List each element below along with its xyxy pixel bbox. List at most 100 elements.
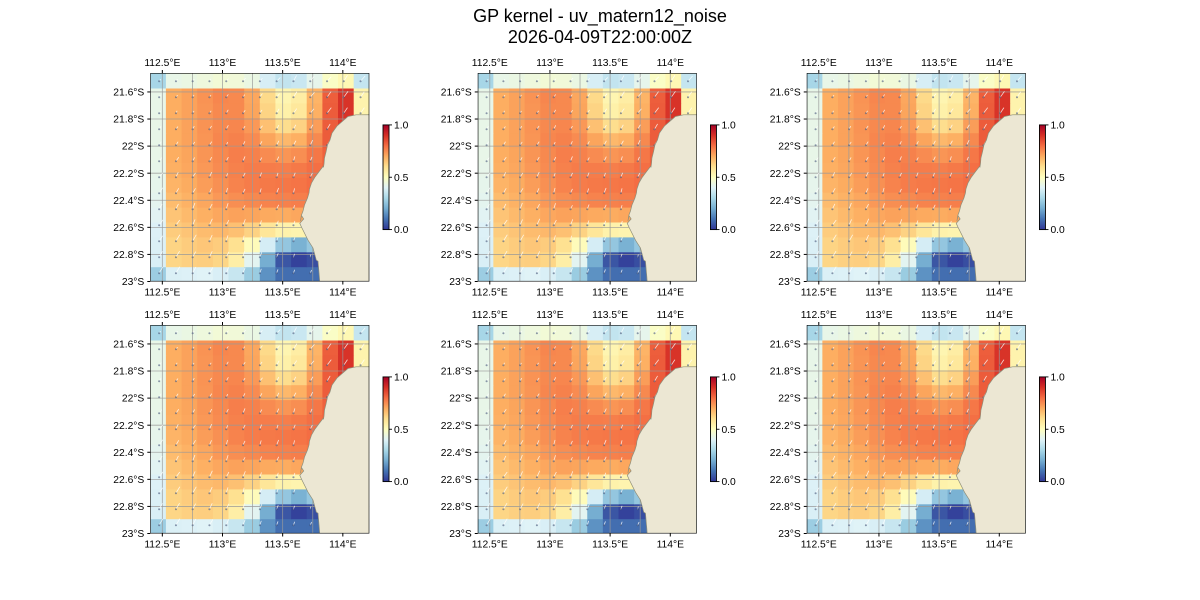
svg-text:114°E: 114°E — [986, 288, 1014, 299]
svg-text:22.2°S: 22.2°S — [113, 169, 144, 180]
svg-text:114°E: 114°E — [657, 58, 685, 69]
svg-text:21.6°S: 21.6°S — [770, 88, 801, 99]
svg-text:0.5: 0.5 — [394, 425, 409, 436]
svg-text:113.5°E: 113.5°E — [265, 58, 301, 69]
svg-text:113.5°E: 113.5°E — [265, 288, 301, 299]
svg-text:114°E: 114°E — [657, 540, 685, 551]
svg-text:22°S: 22°S — [449, 394, 472, 405]
svg-text:113°E: 113°E — [209, 310, 237, 321]
svg-text:113°E: 113°E — [865, 58, 893, 69]
svg-text:112.5°E: 112.5°E — [144, 540, 180, 551]
svg-text:22.4°S: 22.4°S — [441, 448, 472, 459]
svg-text:112.5°E: 112.5°E — [801, 58, 837, 69]
svg-text:23°S: 23°S — [449, 277, 472, 288]
svg-text:22.6°S: 22.6°S — [113, 223, 144, 234]
svg-text:23°S: 23°S — [122, 529, 145, 540]
svg-text:0.5: 0.5 — [1050, 425, 1065, 436]
svg-text:112.5°E: 112.5°E — [144, 310, 180, 321]
svg-text:21.6°S: 21.6°S — [441, 340, 472, 351]
svg-text:21.6°S: 21.6°S — [441, 88, 472, 99]
svg-text:22.6°S: 22.6°S — [441, 475, 472, 486]
svg-text:112.5°E: 112.5°E — [472, 540, 508, 551]
svg-text:1.0: 1.0 — [394, 373, 409, 384]
svg-text:21.6°S: 21.6°S — [113, 88, 144, 99]
svg-text:21.8°S: 21.8°S — [441, 367, 472, 378]
svg-text:0.0: 0.0 — [394, 477, 409, 488]
svg-text:22.4°S: 22.4°S — [113, 196, 144, 207]
svg-text:113.5°E: 113.5°E — [921, 58, 957, 69]
svg-text:112.5°E: 112.5°E — [144, 58, 180, 69]
svg-text:112.5°E: 112.5°E — [801, 288, 837, 299]
svg-text:114°E: 114°E — [986, 540, 1014, 551]
svg-text:112.5°E: 112.5°E — [472, 288, 508, 299]
svg-text:22.6°S: 22.6°S — [441, 223, 472, 234]
svg-text:22°S: 22°S — [778, 142, 801, 153]
svg-text:113.5°E: 113.5°E — [921, 310, 957, 321]
svg-text:22°S: 22°S — [449, 142, 472, 153]
svg-text:22.8°S: 22.8°S — [770, 502, 801, 513]
svg-text:113.5°E: 113.5°E — [921, 540, 957, 551]
svg-text:21.8°S: 21.8°S — [770, 115, 801, 126]
svg-text:113.5°E: 113.5°E — [592, 540, 628, 551]
svg-text:112.5°E: 112.5°E — [801, 540, 837, 551]
svg-text:22.8°S: 22.8°S — [441, 250, 472, 261]
svg-text:1.0: 1.0 — [1050, 121, 1065, 132]
svg-text:22°S: 22°S — [122, 142, 145, 153]
svg-text:0.0: 0.0 — [721, 225, 736, 236]
svg-text:21.6°S: 21.6°S — [113, 340, 144, 351]
svg-text:113.5°E: 113.5°E — [265, 310, 301, 321]
svg-text:22.8°S: 22.8°S — [441, 502, 472, 513]
svg-text:GP kernel - uv_matern12_noise: GP kernel - uv_matern12_noise — [473, 6, 727, 27]
svg-text:112.5°E: 112.5°E — [144, 288, 180, 299]
svg-text:22.6°S: 22.6°S — [770, 475, 801, 486]
svg-text:0.5: 0.5 — [394, 173, 409, 184]
svg-text:22.8°S: 22.8°S — [113, 250, 144, 261]
svg-text:113.5°E: 113.5°E — [265, 540, 301, 551]
svg-text:22.4°S: 22.4°S — [113, 448, 144, 459]
svg-text:114°E: 114°E — [657, 288, 685, 299]
svg-text:23°S: 23°S — [449, 529, 472, 540]
svg-text:114°E: 114°E — [329, 58, 357, 69]
svg-text:22.8°S: 22.8°S — [113, 502, 144, 513]
svg-text:1.0: 1.0 — [394, 121, 409, 132]
svg-text:21.8°S: 21.8°S — [113, 115, 144, 126]
svg-text:22.4°S: 22.4°S — [441, 196, 472, 207]
svg-text:0.0: 0.0 — [1050, 477, 1065, 488]
svg-text:0.0: 0.0 — [1050, 225, 1065, 236]
svg-text:22.4°S: 22.4°S — [770, 448, 801, 459]
svg-text:113°E: 113°E — [536, 288, 564, 299]
svg-text:21.8°S: 21.8°S — [770, 367, 801, 378]
svg-text:23°S: 23°S — [778, 529, 801, 540]
svg-text:113.5°E: 113.5°E — [592, 288, 628, 299]
svg-text:0.5: 0.5 — [721, 425, 736, 436]
svg-text:21.8°S: 21.8°S — [113, 367, 144, 378]
svg-text:113°E: 113°E — [865, 288, 893, 299]
svg-text:21.8°S: 21.8°S — [441, 115, 472, 126]
svg-text:113.5°E: 113.5°E — [921, 288, 957, 299]
svg-text:1.0: 1.0 — [721, 121, 736, 132]
svg-text:0.5: 0.5 — [1050, 173, 1065, 184]
svg-text:112.5°E: 112.5°E — [472, 310, 508, 321]
svg-text:1.0: 1.0 — [1050, 373, 1065, 384]
svg-text:0.5: 0.5 — [721, 173, 736, 184]
svg-text:113°E: 113°E — [865, 540, 893, 551]
svg-text:21.6°S: 21.6°S — [770, 340, 801, 351]
svg-text:22°S: 22°S — [122, 394, 145, 405]
svg-text:114°E: 114°E — [329, 288, 357, 299]
svg-text:0.0: 0.0 — [721, 477, 736, 488]
svg-text:113°E: 113°E — [536, 310, 564, 321]
svg-text:114°E: 114°E — [657, 310, 685, 321]
svg-text:113°E: 113°E — [865, 310, 893, 321]
svg-text:22.8°S: 22.8°S — [770, 250, 801, 261]
svg-text:113°E: 113°E — [536, 58, 564, 69]
svg-text:22.6°S: 22.6°S — [113, 475, 144, 486]
svg-text:22.4°S: 22.4°S — [770, 196, 801, 207]
svg-text:112.5°E: 112.5°E — [472, 58, 508, 69]
svg-text:22.2°S: 22.2°S — [770, 421, 801, 432]
svg-text:22.2°S: 22.2°S — [441, 421, 472, 432]
svg-text:114°E: 114°E — [329, 540, 357, 551]
svg-text:23°S: 23°S — [122, 277, 145, 288]
svg-text:23°S: 23°S — [778, 277, 801, 288]
svg-text:113°E: 113°E — [209, 288, 237, 299]
svg-text:2026-04-09T22:00:00Z: 2026-04-09T22:00:00Z — [508, 27, 692, 47]
